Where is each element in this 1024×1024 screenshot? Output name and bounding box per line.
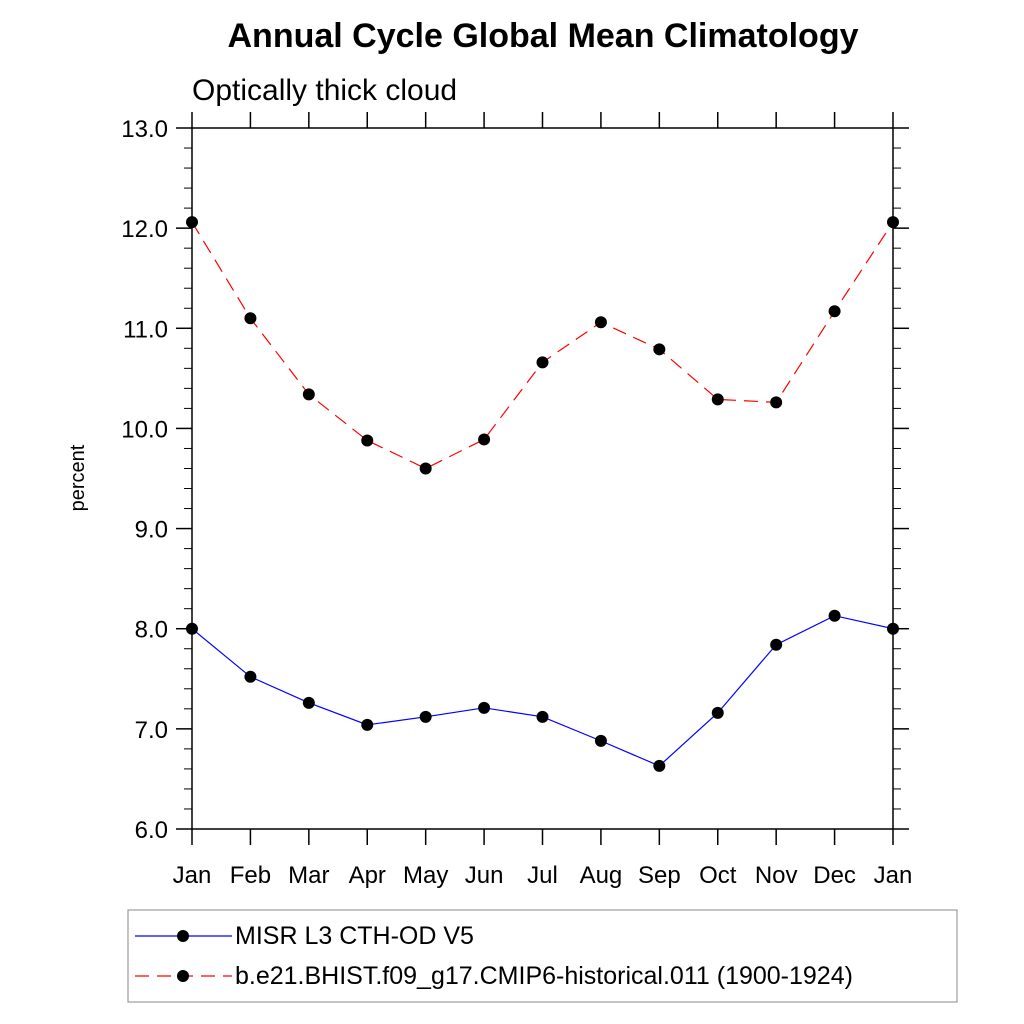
series-0-point: [770, 638, 783, 651]
y-tick-label: 8.0: [135, 617, 168, 644]
x-tick-label: Feb: [230, 862, 271, 889]
series-1-point: [302, 388, 315, 401]
x-tick-label: Oct: [699, 862, 737, 889]
legend-label-1: b.e21.BHIST.f09_g17.CMIP6-historical.011…: [235, 962, 853, 990]
series-1-point: [186, 216, 198, 229]
series-line-0: [191, 615, 894, 767]
series-1-point: [536, 356, 549, 369]
series-1-point: [711, 393, 724, 406]
series-0-point: [828, 609, 841, 622]
legend-box: [127, 909, 958, 1003]
series-1-point: [770, 396, 783, 409]
y-tick-label: 11.0: [123, 316, 168, 343]
series-1-point: [419, 462, 432, 475]
series-1-point: [653, 343, 666, 356]
series-1-point: [478, 433, 491, 446]
series-0-point: [302, 696, 315, 709]
x-tick-label: Mar: [288, 862, 329, 889]
x-tick-label: Dec: [813, 862, 856, 889]
y-axis-label: percent: [67, 444, 89, 511]
axis-ticks: 6.0 7.0 8.0 9.0 10.0 11.0 12.0 13.0 Jan Feb Mar Apr…: [121, 112, 912, 889]
series-0-point: [419, 710, 432, 723]
x-tick-label: Nov: [755, 862, 798, 889]
x-tick-label: Jan: [173, 862, 212, 889]
series-0-point: [536, 710, 549, 723]
x-tick-label: May: [403, 862, 448, 889]
legend-marker-1: [177, 970, 189, 982]
legend-label-0: MISR L3 CTH-OD V5: [235, 922, 474, 950]
x-tick-label: Jul: [527, 862, 558, 889]
series-1-point: [887, 216, 899, 229]
x-tick-label: Aug: [580, 862, 623, 889]
series-0-point: [244, 670, 257, 683]
y-tick-label: 12.0: [121, 216, 168, 243]
y-tick-label: 6.0: [135, 817, 168, 844]
chart-title: Annual Cycle Global Mean Climatology: [228, 17, 859, 55]
plot-frame: [191, 127, 894, 830]
series-0-point: [887, 622, 899, 635]
x-tick-label: Jan: [874, 862, 913, 889]
series-0-point: [186, 622, 198, 635]
series-0-point: [653, 759, 666, 772]
x-tick-label: Apr: [349, 862, 386, 889]
series-1-point: [361, 434, 374, 447]
y-tick-label: 9.0: [135, 517, 168, 544]
legend-marker-0: [177, 930, 189, 942]
series-0-point: [711, 706, 724, 719]
y-tick-label: 10.0: [121, 416, 168, 443]
chart-subtitle: Optically thick cloud: [192, 74, 457, 107]
series-1-point: [594, 316, 607, 329]
x-tick-label: Jun: [465, 862, 504, 889]
legend: MISR L3 CTH-OD V5 b.e21.BHIST.f09_g17.CM…: [127, 909, 958, 1003]
series-layer: [186, 216, 899, 772]
series-1-point: [828, 305, 841, 318]
series-1-point: [244, 312, 257, 325]
x-tick-label: Sep: [638, 862, 681, 889]
y-tick-label: 7.0: [135, 717, 168, 744]
y-tick-label: 13.0: [121, 116, 168, 143]
series-0-point: [594, 734, 607, 747]
series-0-point: [361, 718, 374, 731]
series-0-point: [478, 701, 491, 714]
series-line-1: [191, 221, 894, 470]
